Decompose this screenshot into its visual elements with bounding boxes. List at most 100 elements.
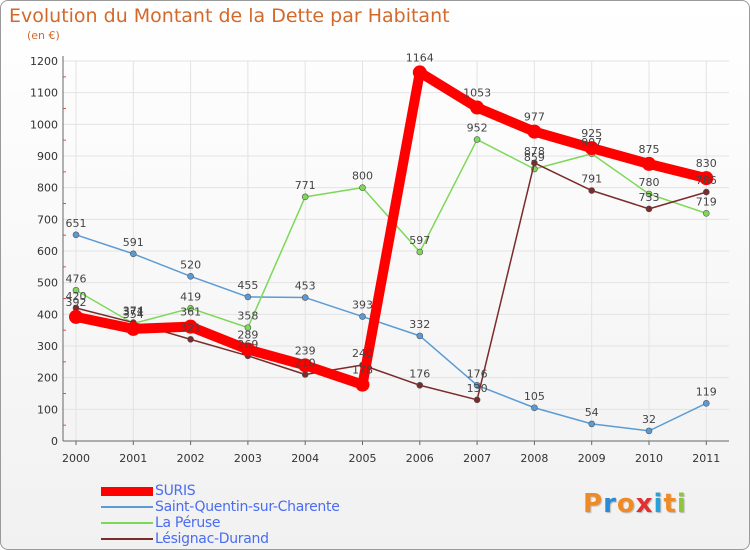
data-label: 289 <box>237 328 258 341</box>
data-point-suris <box>527 124 542 139</box>
data-point-saint-quentin-sur-charente <box>588 420 596 428</box>
data-point-suris <box>355 377 370 392</box>
data-point-suris <box>699 171 714 186</box>
data-label: 210 <box>295 357 316 370</box>
x-tick-label: 2002 <box>177 452 205 465</box>
data-label: 321 <box>180 321 201 334</box>
x-tick-label: 2005 <box>349 452 377 465</box>
data-point-la-p-ruse <box>244 324 252 331</box>
y-tick-label: 1200 <box>30 55 58 68</box>
data-label: 1164 <box>406 51 434 64</box>
y-tick-label: 900 <box>37 150 58 163</box>
data-point-saint-quentin-sur-charente <box>187 273 194 280</box>
data-label: 859 <box>524 151 545 164</box>
data-label: 520 <box>180 258 201 271</box>
data-point-suris <box>69 309 83 324</box>
legend-label: La Péruse <box>155 515 221 531</box>
chart-title: Evolution du Montant de la Dette par Hab… <box>9 5 450 27</box>
y-tick-label: 1100 <box>30 87 58 100</box>
data-label: 733 <box>639 191 660 204</box>
data-label: 878 <box>524 145 545 158</box>
data-label: 651 <box>66 217 87 230</box>
data-label: 105 <box>524 390 545 403</box>
data-label: 1053 <box>463 87 491 100</box>
y-tick-label: 0 <box>51 435 58 448</box>
data-point-saint-quentin-sur-charente <box>359 313 366 320</box>
data-label: 178 <box>352 364 373 377</box>
data-point-l-signac-durand <box>301 371 309 378</box>
data-label: 269 <box>237 338 258 351</box>
data-label: 420 <box>66 290 87 303</box>
legend-swatch <box>101 506 153 508</box>
legend-item-suris: SURIS <box>101 483 340 499</box>
data-label: 54 <box>585 406 599 419</box>
logo-letter: P <box>583 489 604 519</box>
data-label: 119 <box>696 385 717 398</box>
data-point-saint-quentin-sur-charente <box>416 332 424 340</box>
data-labels: 651 591 520 455 453 393 332 176 105 54 32 119 476 371… <box>66 51 717 425</box>
data-point-suris <box>183 319 198 334</box>
data-label: 354 <box>123 308 144 321</box>
logo-letter: x <box>635 489 654 519</box>
legend-item-la-p-ruse: La Péruse <box>101 515 340 531</box>
data-label: 176 <box>409 367 430 380</box>
y-tick-label: 800 <box>37 182 58 195</box>
data-point-l-signac-durand <box>416 381 424 389</box>
logo-letter: i <box>676 489 687 519</box>
x-tick-label: 2003 <box>234 452 262 465</box>
data-label: 332 <box>409 318 430 331</box>
data-point-l-signac-durand <box>702 188 710 196</box>
data-point-suris <box>584 141 599 156</box>
data-label: 800 <box>352 170 373 183</box>
y-tick-label: 500 <box>37 277 58 290</box>
x-tick-label: 2000 <box>62 452 90 465</box>
data-label: 830 <box>696 157 717 170</box>
data-label: 358 <box>237 310 258 323</box>
data-point-l-signac-durand <box>531 159 538 167</box>
data-point-suris <box>126 321 141 336</box>
x-tick-label: 2008 <box>520 452 548 465</box>
data-label: 591 <box>123 236 144 249</box>
x-tick-label: 2006 <box>406 452 434 465</box>
legend: SURIS Saint-Quentin-sur-Charente La Péruse… <box>101 483 340 547</box>
data-point-l-signac-durand <box>645 205 653 213</box>
x-tick-label: 2001 <box>119 452 147 465</box>
data-label: 361 <box>180 306 201 319</box>
series-line-suris <box>71 67 712 390</box>
data-label: 455 <box>237 279 258 292</box>
data-point-suris <box>298 358 313 373</box>
data-label: 371 <box>123 306 144 319</box>
y-tick-label: 400 <box>37 308 58 321</box>
y-tick-label: 1000 <box>30 118 58 131</box>
logo-letter: r <box>603 489 617 519</box>
data-label: 32 <box>642 413 656 426</box>
data-label: 597 <box>409 234 430 247</box>
data-point-la-p-ruse <box>645 190 653 198</box>
grid <box>63 60 729 442</box>
data-label: 176 <box>467 367 488 380</box>
y-tick-label: 600 <box>37 245 58 258</box>
data-point-saint-quentin-sur-charente <box>301 294 309 301</box>
data-point-suris <box>470 100 485 115</box>
legend-swatch <box>101 538 153 540</box>
legend-swatch <box>101 486 153 496</box>
y-tick-label: 300 <box>37 340 58 353</box>
data-label: 374 <box>123 305 144 318</box>
data-label: 240 <box>352 347 373 360</box>
data-point-la-p-ruse <box>702 210 710 217</box>
legend-label: SURIS <box>155 483 196 499</box>
data-point-saint-quentin-sur-charente <box>72 231 80 239</box>
data-point-saint-quentin-sur-charente <box>531 404 538 412</box>
data-point-la-p-ruse <box>187 305 194 312</box>
data-label: 907 <box>581 136 602 149</box>
data-point-suris <box>240 342 255 357</box>
data-label: 719 <box>696 195 717 208</box>
data-point-suris <box>412 65 427 80</box>
data-label: 786 <box>696 174 717 187</box>
legend-label: Lésignac-Durand <box>155 531 269 547</box>
logo-letter: o <box>616 489 636 519</box>
series-line-l-signac-durand <box>75 162 708 401</box>
data-point-saint-quentin-sur-charente <box>702 400 710 407</box>
